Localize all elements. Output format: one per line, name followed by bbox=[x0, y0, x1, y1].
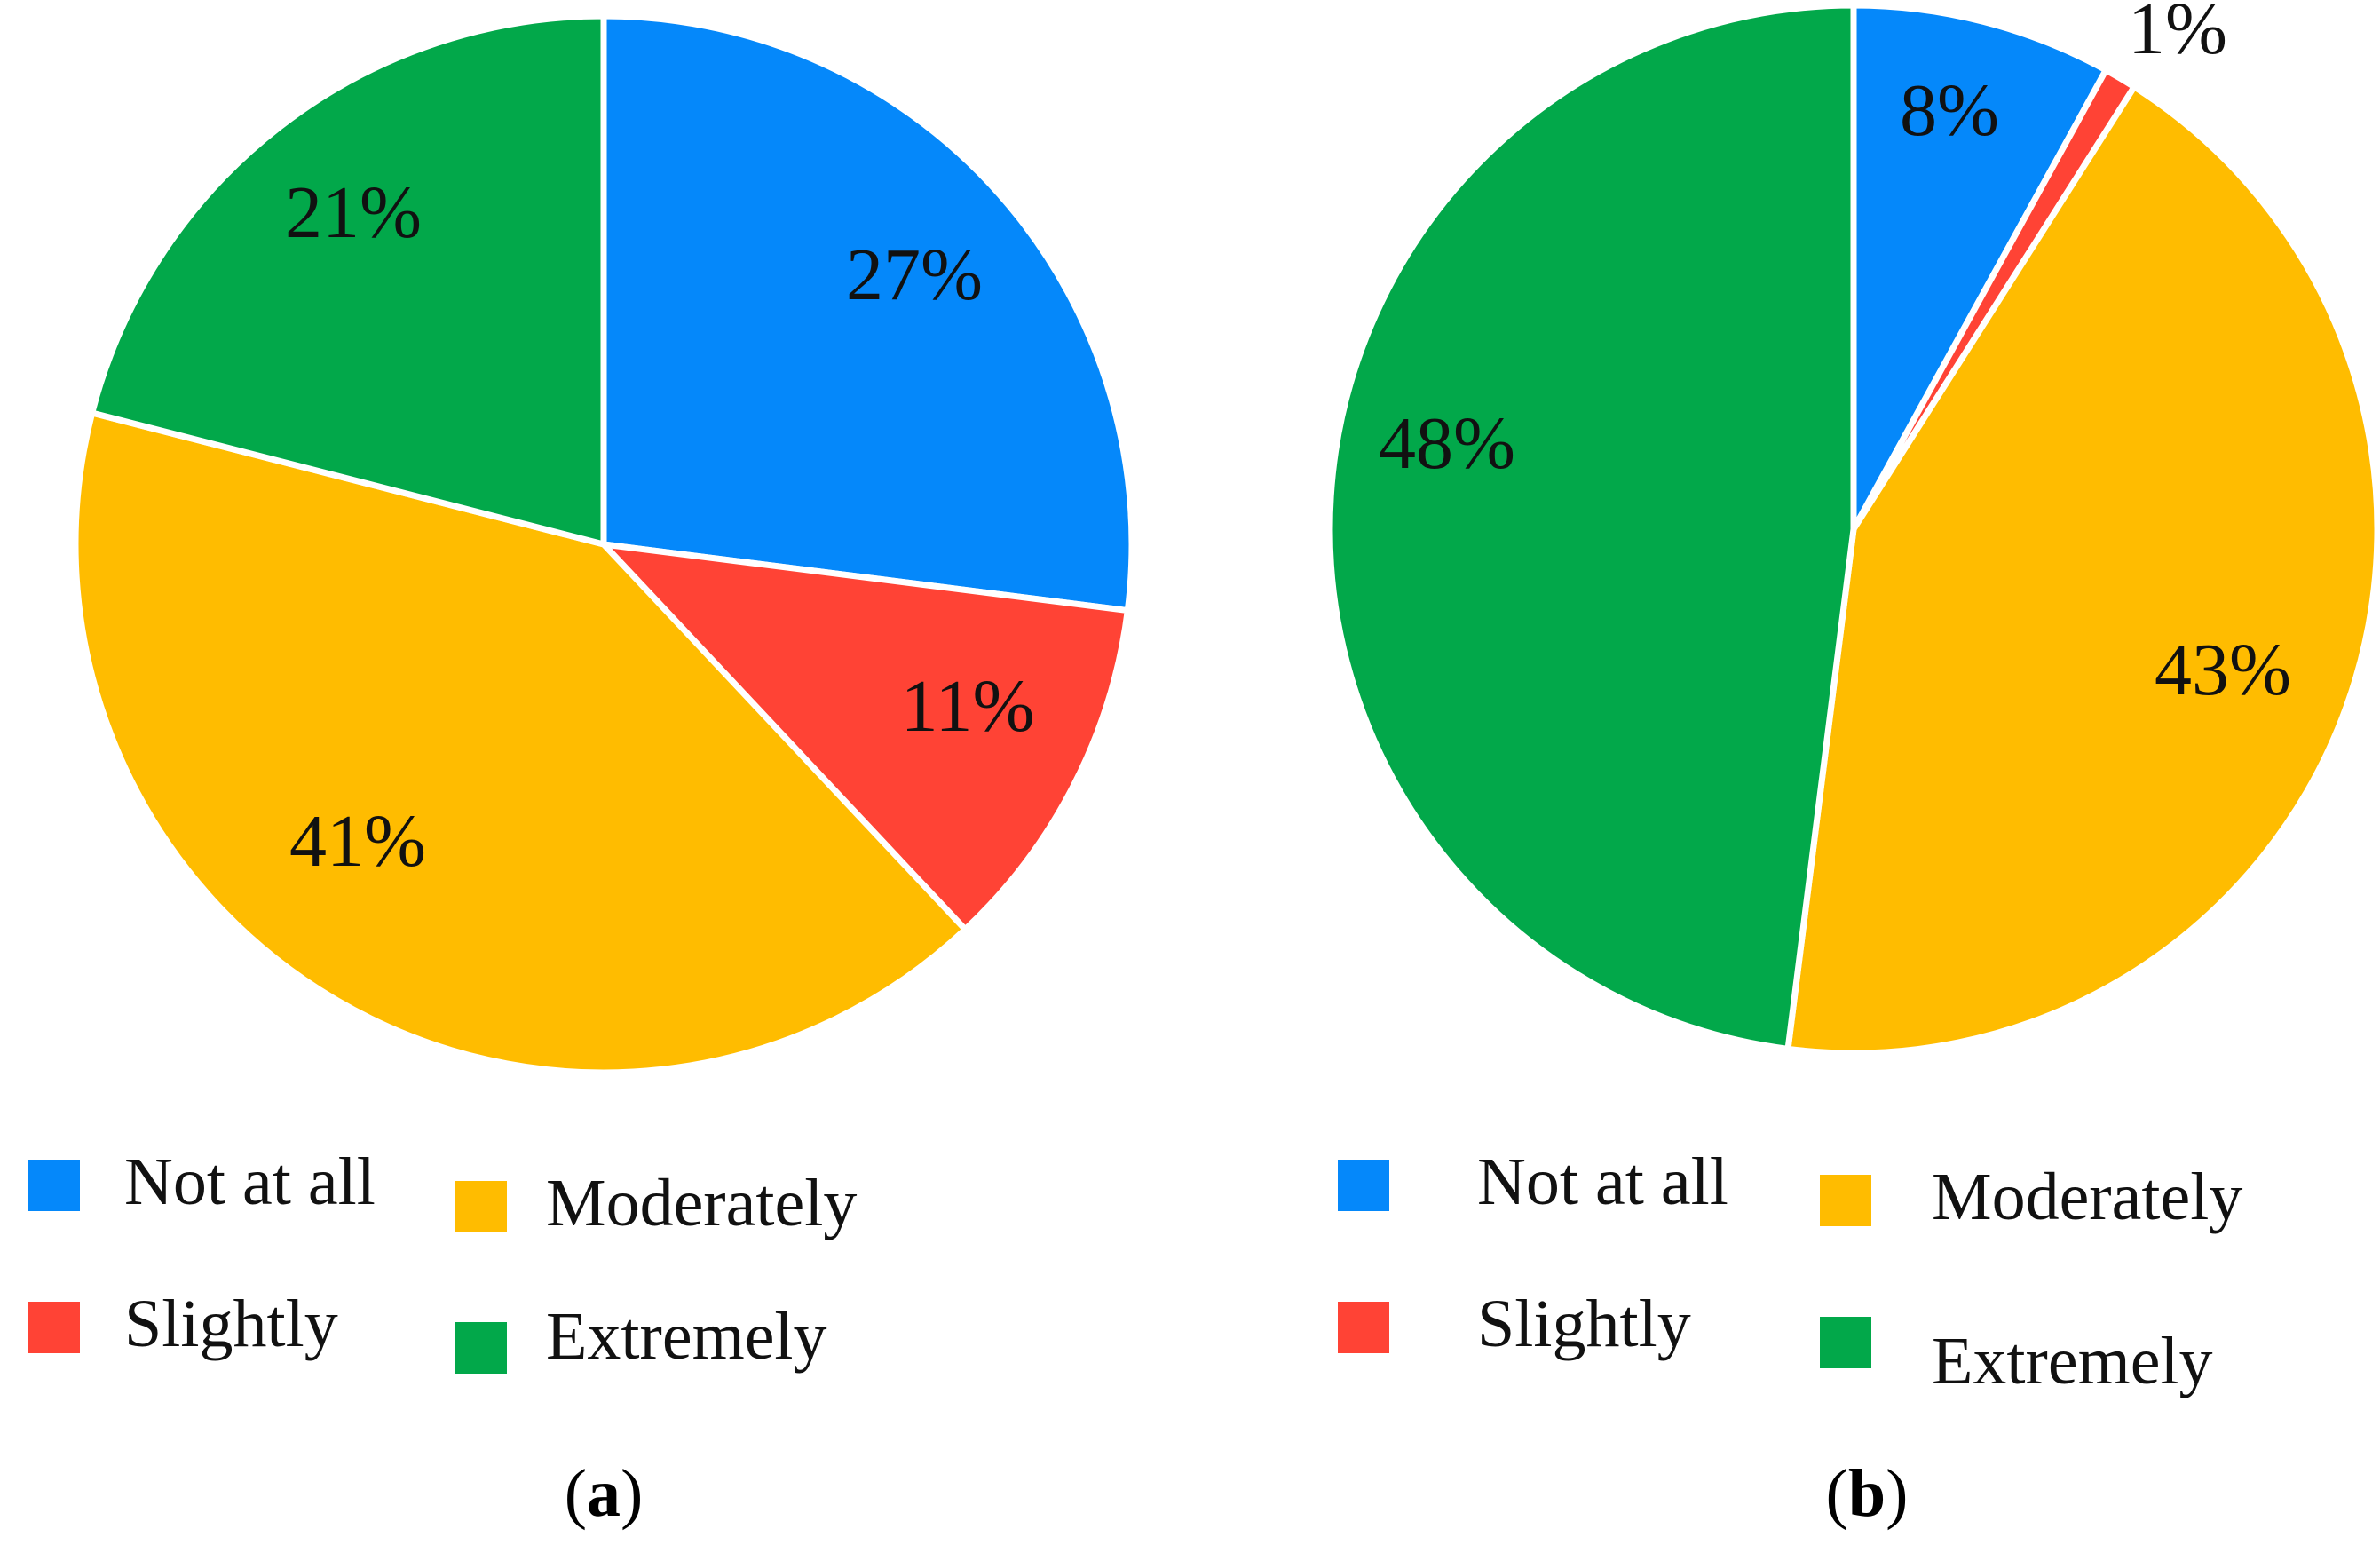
pie-a-label-slightly: 11% bbox=[901, 665, 1035, 748]
pie-b-slice-extremely bbox=[1326, 2, 1857, 1052]
caption-b: (b) bbox=[1826, 1456, 1909, 1531]
legend-b-item-extremely: Extremely bbox=[1820, 1317, 2213, 1398]
pie-a-slices bbox=[72, 12, 1135, 1076]
pie-a-slice-not-at-all bbox=[600, 12, 1135, 614]
pie-b-label-extremely: 48% bbox=[1379, 402, 1515, 485]
pie-a-label-extremely: 21% bbox=[285, 171, 422, 254]
pie-a-slice-slightly bbox=[600, 541, 1131, 933]
legend-b-swatch-moderately bbox=[1820, 1175, 1871, 1226]
legend-b-label-slightly: Slightly bbox=[1477, 1287, 1691, 1361]
legend-a-swatch-moderately bbox=[455, 1181, 507, 1232]
pie-chart-b: 8% 1% 43% 48% Not at all Slightly Moderatel… bbox=[1326, 0, 2380, 1531]
legend-b-swatch-extremely bbox=[1820, 1317, 1871, 1368]
pie-b-slices bbox=[1326, 2, 2380, 1057]
legend-b-label-moderately: Moderately bbox=[1932, 1160, 2242, 1234]
pie-b-label-slightly: 1% bbox=[2128, 0, 2227, 70]
caption-a-letter: a bbox=[587, 1456, 621, 1531]
legend-a-label-extremely: Extremely bbox=[546, 1299, 827, 1374]
legend-a-item-moderately: Moderately bbox=[455, 1166, 857, 1240]
legend-b-swatch-not-at-all bbox=[1338, 1160, 1389, 1211]
pie-a-slice-labels: 27% 11% 41% 21% bbox=[285, 171, 1034, 883]
pie-b-slice-not-at-all bbox=[1850, 2, 2109, 533]
pie-a-label-not-at-all: 27% bbox=[846, 234, 983, 316]
legend-a: Not at all Slightly Moderately Extremely bbox=[28, 1145, 857, 1374]
pie-b-label-not-at-all: 8% bbox=[1900, 69, 1999, 152]
legend-a-item-not-at-all: Not at all bbox=[28, 1145, 376, 1219]
caption-a: (a) bbox=[565, 1456, 644, 1531]
pie-b-label-moderately: 43% bbox=[2155, 629, 2291, 711]
pie-a-label-moderately: 41% bbox=[289, 800, 426, 883]
pie-b-slice-moderately bbox=[1784, 83, 2380, 1057]
legend-a-item-extremely: Extremely bbox=[455, 1299, 827, 1374]
legend-a-item-slightly: Slightly bbox=[28, 1287, 338, 1361]
pie-b-slice-labels: 8% 1% 43% 48% bbox=[1379, 0, 2291, 711]
legend-a-swatch-not-at-all bbox=[28, 1160, 80, 1211]
pie-chart-a: 27% 11% 41% 21% Not at all Slightly Moderat… bbox=[28, 12, 1135, 1531]
pie-a-slice-extremely bbox=[89, 12, 607, 548]
caption-b-open: ( bbox=[1826, 1456, 1848, 1531]
legend-a-swatch-slightly bbox=[28, 1302, 80, 1353]
legend-b-item-slightly: Slightly bbox=[1338, 1287, 1691, 1361]
legend-a-swatch-extremely bbox=[455, 1322, 507, 1374]
legend-b-item-not-at-all: Not at all bbox=[1338, 1145, 1728, 1219]
legend-b-swatch-slightly bbox=[1338, 1302, 1389, 1353]
caption-a-open: ( bbox=[565, 1456, 587, 1531]
legend-b: Not at all Slightly Moderately Extremely bbox=[1338, 1145, 2242, 1398]
caption-a-close: ) bbox=[621, 1456, 643, 1531]
legend-b-label-not-at-all: Not at all bbox=[1477, 1145, 1728, 1219]
legend-b-label-extremely: Extremely bbox=[1932, 1324, 2213, 1398]
legend-a-label-slightly: Slightly bbox=[124, 1287, 338, 1361]
legend-a-label-not-at-all: Not at all bbox=[124, 1145, 376, 1219]
caption-b-close: ) bbox=[1886, 1456, 1908, 1531]
legend-a-label-moderately: Moderately bbox=[546, 1166, 857, 1240]
pie-a-slice-moderately bbox=[72, 409, 969, 1076]
caption-b-letter: b bbox=[1848, 1456, 1886, 1531]
legend-b-item-moderately: Moderately bbox=[1820, 1160, 2242, 1234]
